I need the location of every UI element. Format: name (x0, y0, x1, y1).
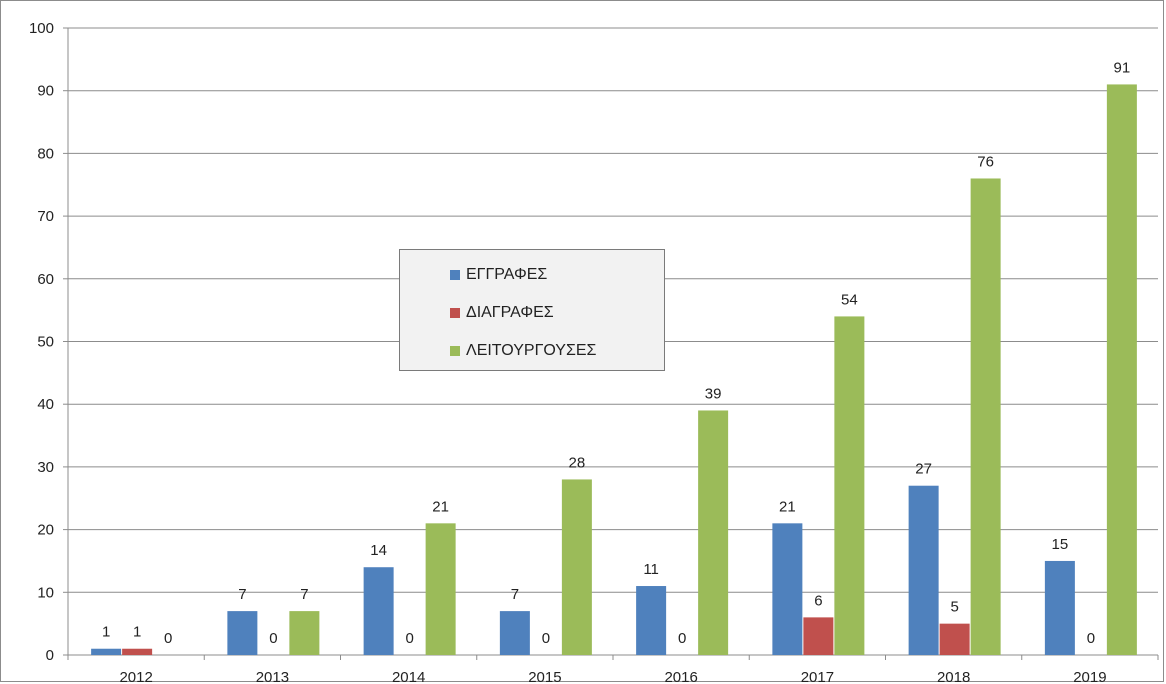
bar-series-2-2016 (698, 410, 729, 655)
data-label-series-1-2017: 6 (814, 592, 822, 609)
bars (91, 84, 1137, 656)
x-tick-label-2016: 2016 (664, 669, 697, 683)
y-tick-label-0: 0 (46, 647, 54, 664)
bar-series-2-2015 (561, 479, 592, 655)
data-label-series-0-2015: 7 (511, 586, 519, 603)
x-tick-label-2018: 2018 (937, 669, 970, 683)
data-label-series-0-2014: 14 (370, 542, 387, 559)
data-label-series-2-2015: 28 (569, 454, 586, 471)
y-tick-label-100: 100 (29, 20, 54, 37)
x-axis: 2012 2013 2014 2015 2016 2017 2018 2019 (67, 654, 1159, 683)
legend-label-series-2: ΛΕΙΤΟΥΡΓΟΥΣΕΣ (466, 342, 597, 359)
legend-item-series-2: ΛΕΙΤΟΥΡΓΟΥΣΕΣ (450, 332, 664, 370)
y-tick-label-30: 30 (37, 459, 54, 476)
data-label-series-2-2012: 0 (164, 630, 172, 647)
data-label-series-0-2018: 27 (915, 461, 932, 478)
bar-series-0-2012 (91, 648, 122, 655)
bar-series-0-2019 (1044, 560, 1075, 655)
legend-label-series-0: ΕΓΓΡΑΦΕΣ (466, 266, 548, 283)
bar-series-0-2017 (772, 523, 803, 655)
x-tick-label-2019: 2019 (1073, 669, 1106, 683)
x-tick-label-2014: 2014 (392, 669, 425, 683)
x-tick-label-2017: 2017 (801, 669, 834, 683)
bar-series-2-2018 (970, 178, 1001, 656)
legend-item-series-0: ΕΓΓΡΑΦΕΣ (450, 256, 664, 294)
legend-label-series-1: ΔΙΑΓΡΑΦΕΣ (466, 304, 554, 321)
y-tick-label-10: 10 (37, 584, 54, 601)
bar-series-0-2015 (499, 611, 530, 655)
data-label-series-1-2015: 0 (542, 630, 550, 647)
bar-series-2-2013 (289, 611, 320, 655)
data-label-series-1-2012: 1 (133, 624, 141, 641)
data-label-series-1-2018: 5 (950, 599, 958, 616)
data-label-series-1-2014: 0 (405, 630, 413, 647)
bar-series-2-2014 (425, 523, 456, 655)
bar-series-0-2014 (363, 567, 394, 655)
x-tick-label-2013: 2013 (256, 669, 289, 683)
legend-swatch-series-0 (450, 270, 460, 280)
data-label-series-0-2016: 11 (643, 561, 659, 578)
legend-item-series-1: ΔΙΑΓΡΑΦΕΣ (450, 294, 664, 332)
data-label-series-2-2019: 91 (1114, 59, 1131, 76)
bar-series-0-2016 (636, 586, 667, 655)
data-label-series-2-2016: 39 (705, 385, 722, 402)
y-tick-label-80: 80 (37, 145, 54, 162)
data-label-series-2-2017: 54 (841, 291, 858, 308)
data-label-series-1-2019: 0 (1087, 630, 1095, 647)
bar-series-0-2018 (908, 485, 939, 655)
data-label-series-0-2012: 1 (102, 624, 110, 641)
data-label-series-2-2013: 7 (300, 586, 308, 603)
legend-swatch-series-2 (450, 346, 460, 356)
x-tick-label-2015: 2015 (528, 669, 561, 683)
bar-series-1-2017 (803, 617, 834, 655)
data-labels: 1 7 14 7 11 21 27 15 1 0 0 0 0 6 5 0 0 7 21 28 39 54 76 91 (102, 59, 1130, 647)
data-label-series-1-2016: 0 (678, 630, 686, 647)
bar-series-1-2012 (122, 648, 153, 655)
data-label-series-2-2018: 76 (977, 153, 994, 170)
y-tick-label-50: 50 (37, 334, 54, 351)
y-tick-label-60: 60 (37, 271, 54, 288)
data-label-series-1-2013: 0 (269, 630, 277, 647)
y-tick-label-90: 90 (37, 83, 54, 100)
bar-series-1-2018 (939, 623, 970, 655)
x-tick-label-2012: 2012 (119, 669, 152, 683)
y-tick-label-70: 70 (37, 208, 54, 225)
bar-series-2-2019 (1106, 84, 1137, 656)
data-label-series-0-2013: 7 (238, 586, 246, 603)
y-tick-label-20: 20 (37, 522, 54, 539)
bar-series-2-2017 (834, 316, 865, 655)
bar-series-0-2013 (227, 611, 258, 655)
y-tick-label-40: 40 (37, 396, 54, 413)
y-axis: 0 10 20 30 40 50 60 70 80 90 100 (29, 20, 69, 664)
legend-swatch-series-1 (450, 308, 460, 318)
data-label-series-0-2017: 21 (779, 498, 796, 515)
legend: ΕΓΓΡΑΦΕΣ ΔΙΑΓΡΑΦΕΣ ΛΕΙΤΟΥΡΓΟΥΣΕΣ (399, 249, 665, 371)
data-label-series-0-2019: 15 (1052, 536, 1069, 553)
data-label-series-2-2014: 21 (432, 498, 449, 515)
